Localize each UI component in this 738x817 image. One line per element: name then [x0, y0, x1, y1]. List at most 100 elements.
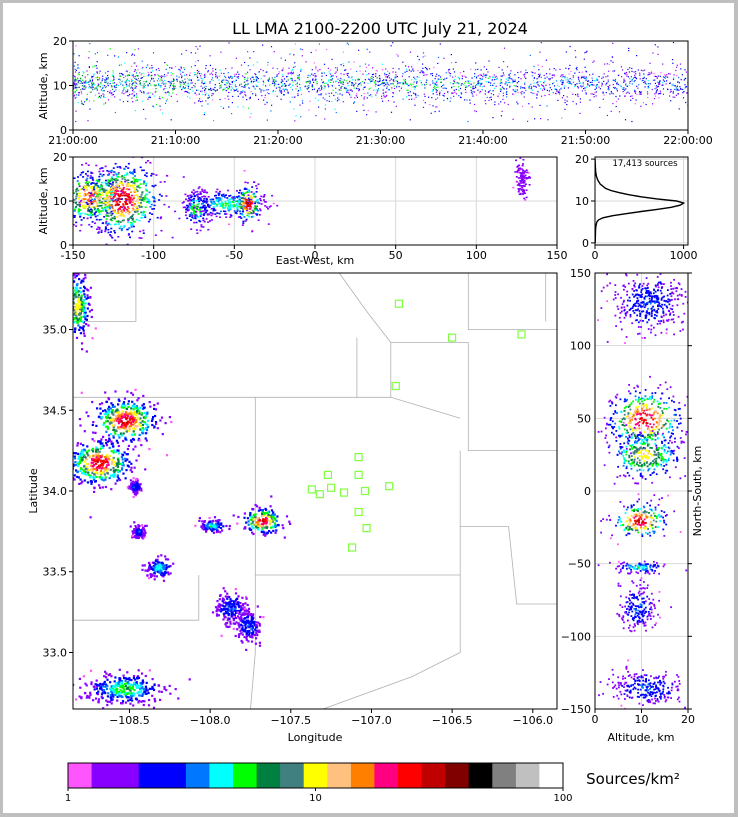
- time-height-sources: [73, 42, 688, 123]
- ew-source: [105, 184, 108, 186]
- ew-source: [522, 176, 525, 179]
- time-height-source: [415, 94, 417, 96]
- time-height-source: [279, 87, 281, 89]
- time-height-source: [134, 81, 136, 83]
- plan-view-source: [63, 305, 65, 307]
- plan-view-source: [110, 402, 113, 405]
- time-height-source: [351, 82, 353, 84]
- time-height-source: [80, 78, 82, 80]
- plan-view-source: [74, 311, 77, 314]
- ew-source: [129, 224, 132, 226]
- time-height-source: [480, 82, 482, 84]
- time-height-source: [191, 87, 193, 89]
- ew-source: [523, 191, 525, 193]
- time-height-source: [131, 79, 134, 81]
- time-height-source: [213, 89, 215, 91]
- ew-source: [243, 208, 246, 211]
- ew-source: [217, 196, 220, 199]
- time-height-source: [626, 75, 628, 77]
- ew-source: [127, 213, 130, 215]
- time-height-source: [510, 78, 512, 80]
- time-height-source: [430, 73, 432, 75]
- ew-source: [192, 209, 195, 211]
- time-height-source: [341, 81, 343, 83]
- ew-source: [228, 223, 231, 226]
- time-height-source: [677, 88, 679, 90]
- ew-source: [99, 173, 102, 175]
- time-height-source: [664, 77, 666, 79]
- time-height-source: [412, 83, 414, 85]
- plan-view-source: [118, 436, 121, 439]
- ew-source: [125, 179, 128, 182]
- ew-source: [78, 192, 81, 195]
- ew-source: [103, 191, 106, 194]
- plan-view-source: [77, 301, 80, 304]
- ew-source: [124, 178, 127, 181]
- time-height-source: [678, 108, 680, 110]
- time-height-source: [634, 91, 636, 93]
- ew-source: [70, 210, 72, 212]
- ew-source: [75, 221, 78, 224]
- ew-source: [133, 194, 136, 197]
- time-height-source: [616, 88, 618, 90]
- ew-source: [215, 215, 218, 218]
- time-height-source: [412, 69, 414, 71]
- time-height-source: [279, 90, 281, 92]
- plan-view-source: [75, 312, 78, 315]
- ew-source: [75, 195, 78, 198]
- time-height-source: [475, 110, 477, 113]
- ew-source: [213, 200, 216, 203]
- ew-source: [85, 194, 88, 196]
- ew-source: [96, 195, 99, 197]
- plan-view-source: [73, 280, 75, 283]
- time-height-source: [143, 83, 145, 85]
- time-height-source: [112, 80, 114, 82]
- time-height-source: [123, 87, 125, 89]
- time-height-source: [640, 105, 642, 107]
- ew-source: [523, 170, 526, 172]
- time-height-source: [672, 85, 675, 87]
- time-height-source: [314, 97, 316, 99]
- time-height-source: [460, 93, 463, 95]
- time-height-source: [168, 94, 170, 96]
- ew-source: [227, 206, 230, 208]
- time-height-source: [207, 97, 209, 99]
- time-height-source: [338, 89, 340, 91]
- time-height-source: [508, 82, 510, 84]
- time-height-source: [284, 83, 286, 85]
- county-boundary: [73, 273, 137, 322]
- time-height-source: [371, 73, 374, 76]
- time-height-source: [135, 82, 137, 84]
- ew-source: [522, 181, 525, 183]
- time-height-source: [358, 90, 360, 92]
- time-height-source: [431, 75, 434, 77]
- time-height-source: [237, 77, 239, 79]
- time-height-source: [95, 65, 97, 67]
- ew-source: [525, 177, 528, 179]
- time-height-source: [342, 81, 344, 83]
- time-height-source: [211, 72, 213, 74]
- ew-source: [123, 176, 125, 179]
- time-height-source: [235, 79, 237, 81]
- time-height-source: [347, 89, 349, 91]
- time-height-source: [484, 90, 487, 92]
- time-height-source: [582, 85, 584, 87]
- ew-source: [150, 174, 153, 177]
- time-height-source: [159, 86, 161, 88]
- ew-source: [96, 179, 99, 181]
- time-height-source: [184, 68, 186, 71]
- ew-source: [119, 214, 122, 217]
- ew-source: [189, 203, 192, 205]
- ew-source: [85, 162, 88, 165]
- ew-source: [209, 211, 212, 214]
- ew-source: [258, 202, 261, 205]
- plan-view-source: [156, 427, 159, 430]
- ew-source: [82, 176, 85, 178]
- time-height-source: [317, 99, 319, 101]
- plan-view-source: [129, 421, 132, 424]
- plan-view-source: [148, 401, 151, 404]
- ew-source: [232, 199, 235, 201]
- ew-source: [148, 199, 150, 201]
- time-height-source: [455, 93, 457, 95]
- time-height-source: [107, 70, 109, 73]
